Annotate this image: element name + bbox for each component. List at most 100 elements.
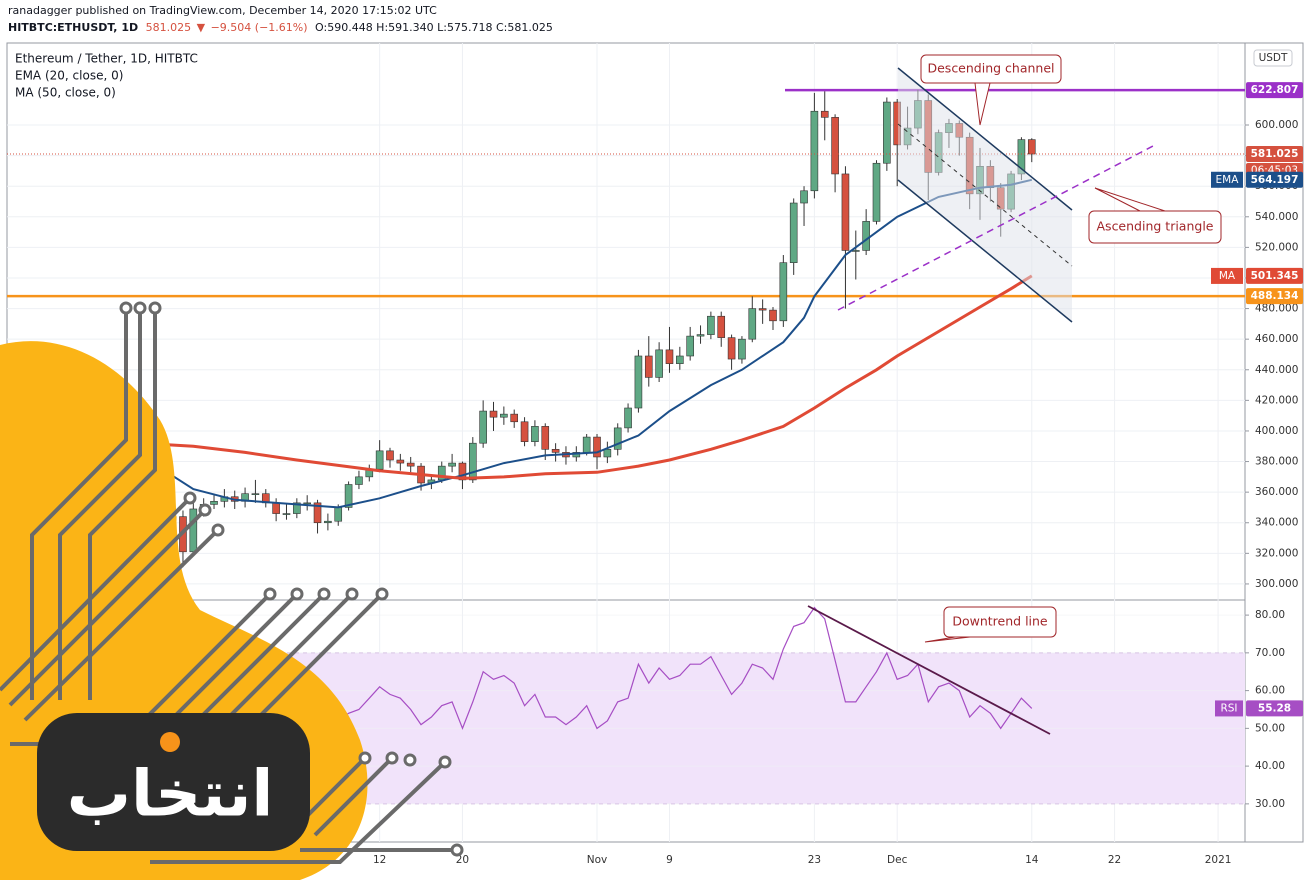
y-tick-label: 440.000 <box>1255 364 1298 376</box>
y-tick-label: 600.000 <box>1255 119 1298 131</box>
rsi-name-tag-label: RSI <box>1220 702 1237 714</box>
y-tick-label: 380.000 <box>1255 456 1298 468</box>
candle-body <box>344 484 353 508</box>
candle-body <box>872 162 881 222</box>
callout-pointer <box>924 636 971 643</box>
candle-body <box>644 355 653 378</box>
logo-badge <box>37 713 310 851</box>
rsi-tick-label: 60.00 <box>1255 685 1285 697</box>
y-tick-label: 540.000 <box>1255 211 1298 223</box>
candle-body <box>769 309 777 322</box>
candle-body <box>189 508 198 553</box>
candle-body <box>831 117 839 175</box>
candle-body <box>603 449 612 458</box>
rsi-downtrend <box>807 605 1051 735</box>
candle-body <box>883 101 891 164</box>
candle-body <box>551 449 560 453</box>
candle-body <box>293 502 301 514</box>
candle-body <box>1027 139 1036 155</box>
candle-body <box>272 502 280 514</box>
x-tick-label: 12 <box>373 854 386 866</box>
x-tick-label: Dec <box>887 854 908 866</box>
candle-body <box>282 513 291 515</box>
symbol: HITBTC:ETHUSDT, 1D <box>8 21 138 34</box>
candle-body <box>355 476 363 485</box>
candle-body <box>531 426 539 442</box>
indicator-line <box>161 178 1033 509</box>
rsi-value-tag-label: 55.28 <box>1258 702 1291 714</box>
y-tick-label: 320.000 <box>1255 547 1298 559</box>
chart-title: Ethereum / Tether, 1D, HITBTC <box>15 52 198 66</box>
rsi-tick-label: 50.00 <box>1255 722 1285 734</box>
symbol-line: HITBTC:ETHUSDT, 1D 581.025 ▼ −9.504 (−1.… <box>8 21 553 34</box>
callout-box <box>1088 210 1222 244</box>
candle-body <box>313 502 322 524</box>
series-name-tag-label: EMA <box>1216 174 1240 186</box>
candle-body <box>334 507 343 522</box>
callout-pointer <box>1094 187 1166 212</box>
series-value-tag-label: 564.197 <box>1251 174 1299 186</box>
candle-body <box>779 262 788 322</box>
series-name-tag <box>1211 171 1243 188</box>
rsi-tick-label: 30.00 <box>1255 798 1285 810</box>
y-tick-label: 400.000 <box>1255 425 1298 437</box>
candle-body <box>303 502 311 505</box>
y-tick-label: 520.000 <box>1255 241 1298 253</box>
logo: انتخاب <box>0 301 464 880</box>
candle-body <box>479 410 487 444</box>
coin <box>160 732 180 752</box>
y-tick-label: 460.000 <box>1255 333 1298 345</box>
candle-body <box>810 110 819 192</box>
last-price: 581.025 <box>146 21 192 34</box>
candle-body <box>386 450 394 461</box>
candle-body <box>655 349 663 378</box>
annotation: Ascending triangle <box>1097 219 1214 234</box>
candle-body <box>613 427 622 450</box>
y-tick-label: 360.000 <box>1255 486 1298 498</box>
candle-body <box>800 190 808 204</box>
publisher-line: ranadagger published on TradingView.com,… <box>8 4 437 17</box>
candle-body <box>500 413 508 418</box>
candle-body <box>820 110 829 118</box>
x-tick-label: 9 <box>666 854 673 866</box>
x-tick-label: Nov <box>587 854 608 866</box>
candle-body <box>738 338 746 360</box>
candle-body <box>789 202 798 263</box>
rsi-line <box>337 606 1033 731</box>
candle-body <box>520 421 529 442</box>
candle-body <box>634 355 643 409</box>
candle-body <box>862 221 870 251</box>
level-tag-label: 622.807 <box>1251 84 1299 96</box>
candle-body <box>676 355 684 364</box>
rsi-tick-label: 40.00 <box>1255 760 1285 772</box>
rsi-tick-label: 70.00 <box>1255 647 1285 659</box>
annotation: Descending channel <box>927 61 1054 76</box>
drawings: Descending channel Ascending triangle Do… <box>807 54 1222 735</box>
x-tick-label: 2021 <box>1205 854 1232 866</box>
candle-body <box>717 315 726 338</box>
candle-body <box>851 250 860 252</box>
y-tick-label: 420.000 <box>1255 394 1298 406</box>
currency-box <box>1253 49 1293 67</box>
channel-lower <box>897 179 1073 323</box>
logo-text: انتخاب <box>67 758 274 832</box>
series-value-tag <box>1246 267 1303 284</box>
candle-body <box>707 315 715 335</box>
last-price-tag <box>1246 146 1303 163</box>
circuit-nodes <box>119 301 464 857</box>
y-tick-label: 480.000 <box>1255 303 1298 315</box>
candle-body <box>624 407 632 429</box>
callout-box <box>943 606 1057 638</box>
candle-body <box>510 413 519 423</box>
x-tick-label: 14 <box>1025 854 1039 866</box>
candle-body <box>758 308 767 311</box>
candle-body <box>665 349 674 364</box>
annotation: Downtrend line <box>952 614 1048 629</box>
candle-body <box>458 462 467 481</box>
candle-body <box>727 337 736 360</box>
series-name-tag-label: MA <box>1219 270 1236 282</box>
rsi-value-tag <box>1246 700 1303 717</box>
candle-body <box>251 493 260 495</box>
down-arrow: ▼ <box>197 21 206 34</box>
currency: USDT <box>1259 52 1288 64</box>
